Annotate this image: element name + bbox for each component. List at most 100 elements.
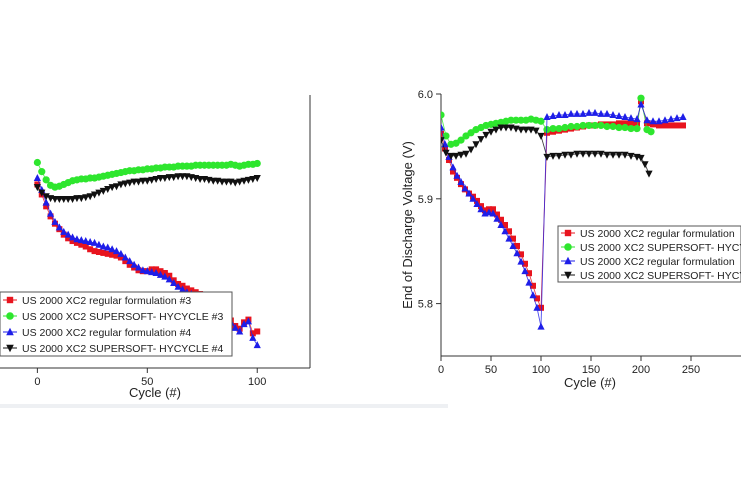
left-series-2-point [253, 159, 261, 168]
right-series-4-point [442, 149, 450, 157]
right-series-2-point [555, 124, 563, 133]
left-series-1-point [91, 248, 98, 255]
right-series-1-point [526, 270, 532, 277]
right-series-2-point [637, 94, 645, 102]
left-series-4-point [38, 189, 46, 197]
left-series-4-point [244, 176, 253, 184]
right-series-3-point [441, 123, 445, 131]
right-series-4-point [482, 131, 490, 139]
left-series-3-point [126, 257, 134, 265]
left-legend-box [0, 291, 233, 357]
left-series-4-point [240, 177, 248, 185]
left-series-3-point [165, 275, 173, 283]
right-series-1-point [450, 168, 456, 175]
left-series-4-point [95, 189, 103, 197]
right-series-4-point [497, 124, 505, 132]
right-series-2-point [627, 124, 635, 133]
left-series-1-point [95, 249, 102, 256]
left-series-1-point [100, 249, 107, 256]
right-series-1-point [650, 121, 656, 128]
left-series-3-point [161, 272, 169, 280]
left-series-4-point [77, 195, 85, 203]
right-series-4-point [477, 136, 485, 144]
right-x-tick-label: 100 [532, 364, 550, 376]
right-y-axis-label: End of Discharge Voltage (V) [400, 141, 415, 309]
left-series-1-point [113, 252, 120, 259]
right-series-1-point [518, 251, 524, 258]
right-series-1-point [634, 120, 640, 127]
left-legend-label: US 2000 XC2 SUPERSOFT- HYCYCLE #4 [22, 343, 223, 355]
right-series-3-point [549, 112, 557, 120]
left-series-3-point [64, 230, 72, 238]
right-series-4-point [609, 151, 617, 159]
right-series-3-point [679, 113, 687, 121]
left-series-1-point [73, 239, 80, 246]
right-series-4-point [452, 152, 460, 160]
right-x-tick-label: 50 [485, 364, 497, 376]
right-series-3-point [591, 108, 599, 116]
left-series-4-point [253, 175, 261, 183]
right-legend-marker [564, 271, 572, 280]
right-series-1-point [680, 122, 686, 129]
right-series-2-point [647, 128, 655, 136]
right-series-3-point [477, 205, 485, 213]
left-x-tick-label: 50 [141, 376, 153, 388]
right-series-4-point [641, 161, 649, 169]
left-series-3-point [148, 268, 156, 276]
left-series-3-point [42, 198, 50, 206]
left-series-2-point [38, 168, 46, 176]
left-legend-label: US 2000 XC2 SUPERSOFT- HYCYCLE #3 [22, 311, 223, 323]
left-series-3-point [117, 249, 125, 257]
right-series-1-point [534, 295, 540, 302]
right-series-4-point [567, 151, 575, 159]
left-series-4-point [104, 185, 112, 193]
left-series-3-point [249, 333, 257, 341]
right-legend: US 2000 XC2 regular formulation US 2000 X… [557, 225, 741, 283]
left-series-1-point [87, 246, 94, 253]
right-series-3-point [573, 109, 581, 117]
right-series-3-point [637, 100, 645, 108]
right-series-2-point [457, 136, 465, 144]
right-series-3-point [457, 178, 465, 186]
left-series-4-point [126, 179, 134, 187]
left-series-3-point [33, 174, 41, 182]
left-series-4-point [108, 184, 116, 192]
right-series-3-point [517, 257, 525, 265]
right-legend-label: US 2000 XC2 regular formulation [580, 228, 735, 240]
right-series-3-point [609, 110, 617, 118]
right-series-1-point [662, 122, 668, 129]
left-series-3-point [108, 245, 116, 253]
right-series-4-point [645, 170, 653, 178]
right-series-4-point [543, 153, 551, 161]
left-series-3-point [143, 267, 151, 275]
left-series-3-point [86, 237, 94, 245]
left-series-3-point [55, 223, 63, 231]
left-series-4-point [236, 178, 244, 186]
left-series-4-point [152, 175, 160, 183]
right-series-3-point [615, 112, 623, 120]
right-series-2-point [507, 116, 515, 124]
right-series-4-point [627, 152, 635, 160]
right-series-4-point [597, 150, 605, 158]
left-series-3-point [82, 237, 90, 245]
right-series-2-point [621, 123, 629, 132]
left-series-1-point [78, 241, 85, 248]
left-legend-label: US 2000 XC2 regular formulation #3 [22, 295, 191, 307]
right-y-tick-label: 6.0 [418, 89, 433, 101]
right-series-4-point [585, 150, 593, 158]
left-series-1-point [254, 328, 261, 335]
left-series-4-point [33, 184, 41, 192]
right-series-4-point [591, 150, 599, 158]
left-series-3-point [170, 279, 178, 287]
panel-divider-band [0, 404, 448, 408]
right-series-3-point [469, 194, 477, 202]
left-series-4-point [121, 180, 129, 188]
right-legend-box [557, 225, 741, 283]
left-series-3-point [60, 227, 68, 235]
right-series-3-point [537, 322, 545, 330]
left-series-3-point [121, 253, 129, 261]
left-series-4-point [112, 183, 121, 191]
right-x-tick-label: 150 [582, 364, 600, 376]
right-x-tick-label: 200 [632, 364, 650, 376]
right-series-4-point [457, 151, 465, 159]
